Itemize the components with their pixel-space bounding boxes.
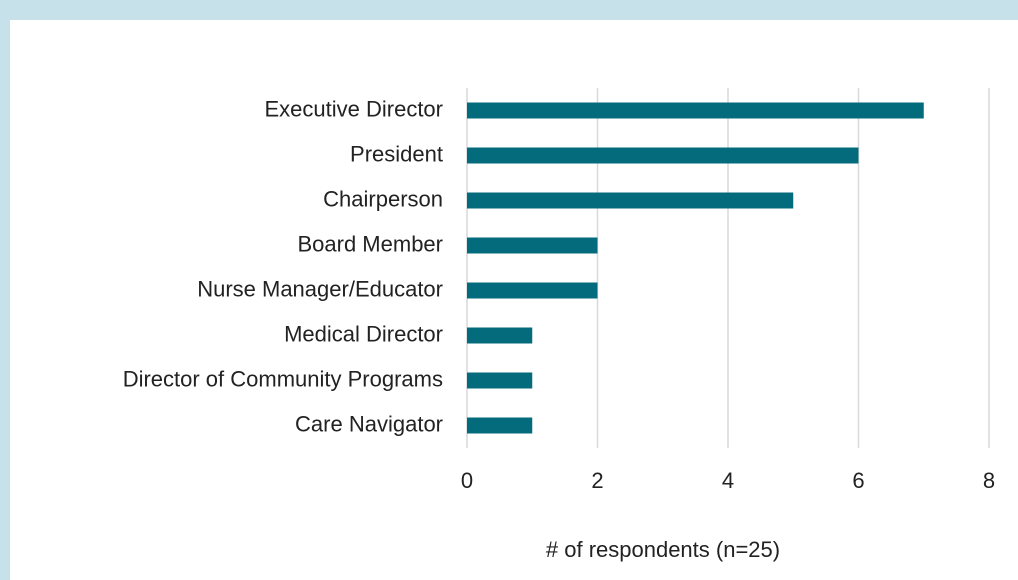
y-tick-label: Director of Community Programs [123, 366, 443, 391]
bar [467, 192, 794, 209]
y-tick-label: Board Member [297, 231, 443, 256]
y-tick-label: Executive Director [264, 96, 443, 121]
y-tick-label: Nurse Manager/Educator [197, 276, 443, 301]
x-axis-label: # of respondents (n=25) [546, 537, 780, 562]
bar [467, 102, 924, 119]
x-tick-label: 2 [591, 468, 603, 493]
y-tick-label: Chairperson [323, 186, 443, 211]
x-tick-label: 0 [461, 468, 473, 493]
bar [467, 282, 598, 299]
x-tick-label: 6 [852, 468, 864, 493]
bar [467, 417, 533, 434]
y-tick-label: Medical Director [284, 321, 443, 346]
x-tick-label: 8 [983, 468, 995, 493]
y-tick-label: President [350, 141, 443, 166]
bar [467, 372, 533, 389]
bar [467, 147, 859, 164]
x-tick-label: 4 [722, 468, 734, 493]
y-tick-label: Care Navigator [295, 411, 443, 436]
bar [467, 327, 533, 344]
bar [467, 237, 598, 254]
